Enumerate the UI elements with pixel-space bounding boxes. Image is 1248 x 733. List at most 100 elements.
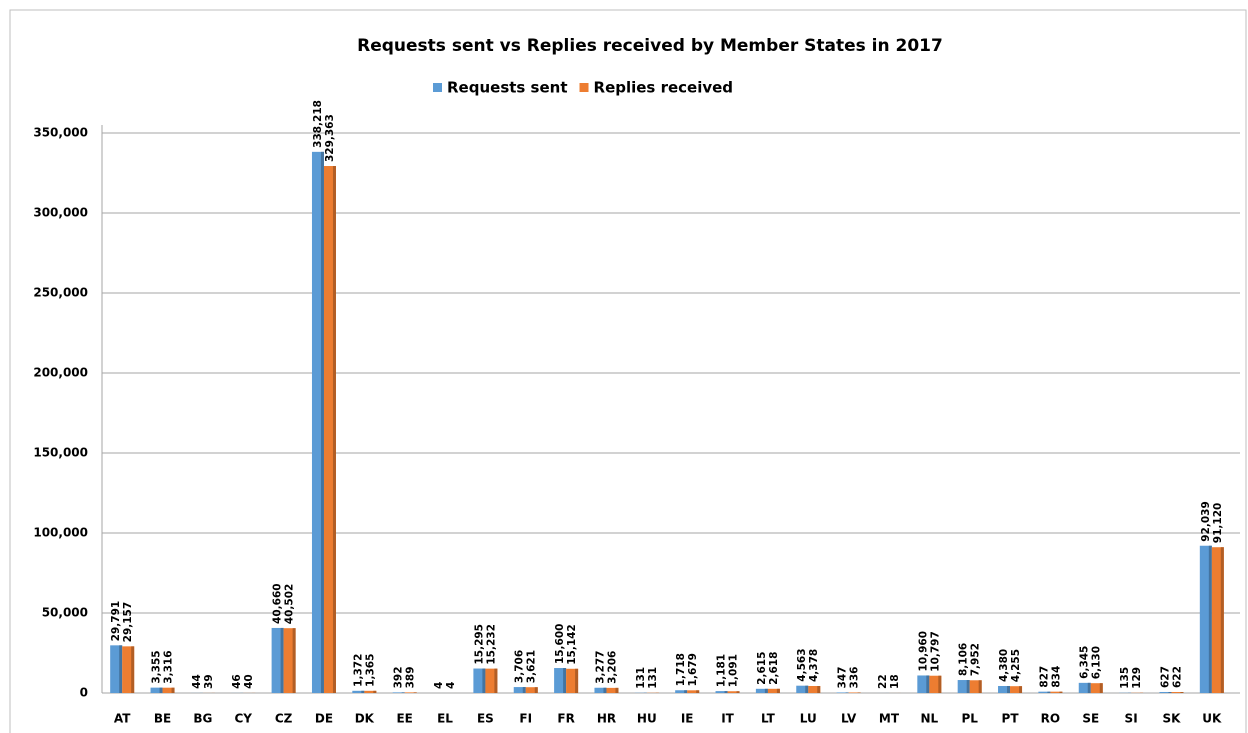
x-tick-label: IT (721, 712, 734, 726)
x-tick-label: RO (1041, 712, 1060, 726)
bar (513, 687, 526, 693)
y-tick-label: 350,000 (33, 126, 88, 140)
bar (525, 687, 538, 693)
value-label: 29,791 (110, 601, 122, 642)
y-tick-label: 150,000 (33, 446, 88, 460)
value-label: 336 (849, 667, 861, 689)
bar-side (817, 685, 821, 693)
legend-label: Replies received (594, 79, 734, 97)
value-label: 4,378 (808, 649, 820, 682)
bar-side (1180, 692, 1184, 693)
bar-side (292, 628, 296, 693)
bar-side (171, 687, 175, 693)
bar (1010, 686, 1023, 693)
y-tick-label: 300,000 (33, 206, 88, 220)
value-label: 1,718 (675, 653, 687, 686)
legend-label: Requests sent (447, 79, 568, 97)
value-label: 4,563 (796, 648, 808, 681)
x-tick-label: ES (477, 712, 494, 726)
x-tick-label: EL (437, 712, 453, 726)
bar (808, 685, 821, 693)
bar-side (966, 680, 970, 693)
x-tick-label: HU (637, 712, 657, 726)
y-tick-label: 50,000 (42, 606, 88, 620)
x-tick-label: SK (1162, 712, 1181, 726)
bar-side (736, 691, 740, 693)
value-label: 338,218 (312, 100, 324, 148)
bar-side (413, 692, 417, 693)
bar-side (1007, 685, 1011, 693)
bar-side (805, 685, 809, 693)
bar-side (684, 690, 688, 693)
value-label: 135 (1119, 667, 1131, 689)
value-label: 15,232 (485, 624, 497, 665)
bar (352, 690, 365, 693)
bar (1171, 692, 1184, 693)
bar-side (1168, 691, 1172, 693)
value-label: 834 (1050, 666, 1062, 688)
value-label: 39 (203, 674, 215, 689)
bar-side (494, 668, 498, 693)
value-label: 6,345 (1079, 646, 1091, 679)
bar-side (696, 690, 700, 693)
x-tick-label: BG (193, 712, 212, 726)
bar-side (361, 690, 365, 693)
legend-swatch (433, 83, 442, 92)
x-tick-label: FR (557, 712, 574, 726)
x-tick-label: CZ (275, 712, 293, 726)
bar-side (373, 690, 377, 693)
x-tick-label: PL (961, 712, 978, 726)
x-tick-label: MT (879, 712, 900, 726)
bar (364, 690, 377, 693)
value-label: 1,365 (364, 654, 376, 687)
value-label: 389 (405, 666, 417, 688)
value-label: 10,960 (917, 631, 929, 672)
value-label: 10,797 (929, 631, 941, 672)
bar (1159, 691, 1172, 693)
bar (594, 687, 607, 693)
y-tick-label: 250,000 (33, 286, 88, 300)
value-label: 40,502 (284, 584, 296, 625)
bar (606, 687, 619, 693)
bar-side (926, 675, 930, 693)
bar (1038, 691, 1051, 693)
value-label: 46 (231, 674, 243, 689)
value-label: 29,157 (122, 602, 134, 643)
value-label: 22 (877, 674, 889, 689)
value-label: 15,600 (554, 624, 566, 665)
y-tick-label: 200,000 (33, 366, 88, 380)
value-label: 1,372 (352, 654, 364, 687)
bar-side (575, 668, 579, 693)
value-label: 131 (647, 667, 659, 689)
x-tick-label: LU (800, 712, 817, 726)
bar (767, 688, 780, 693)
x-tick-label: FI (519, 712, 532, 726)
y-tick-label: 0 (80, 686, 88, 700)
bar-side (1019, 686, 1023, 693)
bar-side (776, 688, 780, 693)
value-label: 129 (1131, 667, 1143, 689)
bar (675, 690, 688, 693)
x-tick-label: SI (1125, 712, 1138, 726)
x-tick-label: CY (235, 712, 253, 726)
value-label: 827 (1038, 666, 1050, 688)
bar-side (119, 645, 123, 693)
bar (836, 692, 849, 693)
chart-title: Requests sent vs Replies received by Mem… (357, 36, 943, 56)
value-label: 1,679 (687, 653, 699, 686)
value-label: 3,355 (151, 650, 163, 683)
value-label: 3,316 (163, 650, 175, 683)
value-label: 4 (433, 682, 445, 689)
x-tick-label: PT (1002, 712, 1020, 726)
x-tick-label: NL (920, 712, 938, 726)
bar-side (615, 687, 619, 693)
value-label: 3,277 (594, 651, 606, 684)
bar-side (131, 646, 135, 693)
bar (998, 685, 1011, 693)
bar (1090, 683, 1103, 693)
value-label: 15,295 (473, 624, 485, 665)
bar (848, 692, 861, 693)
bar (404, 692, 417, 693)
